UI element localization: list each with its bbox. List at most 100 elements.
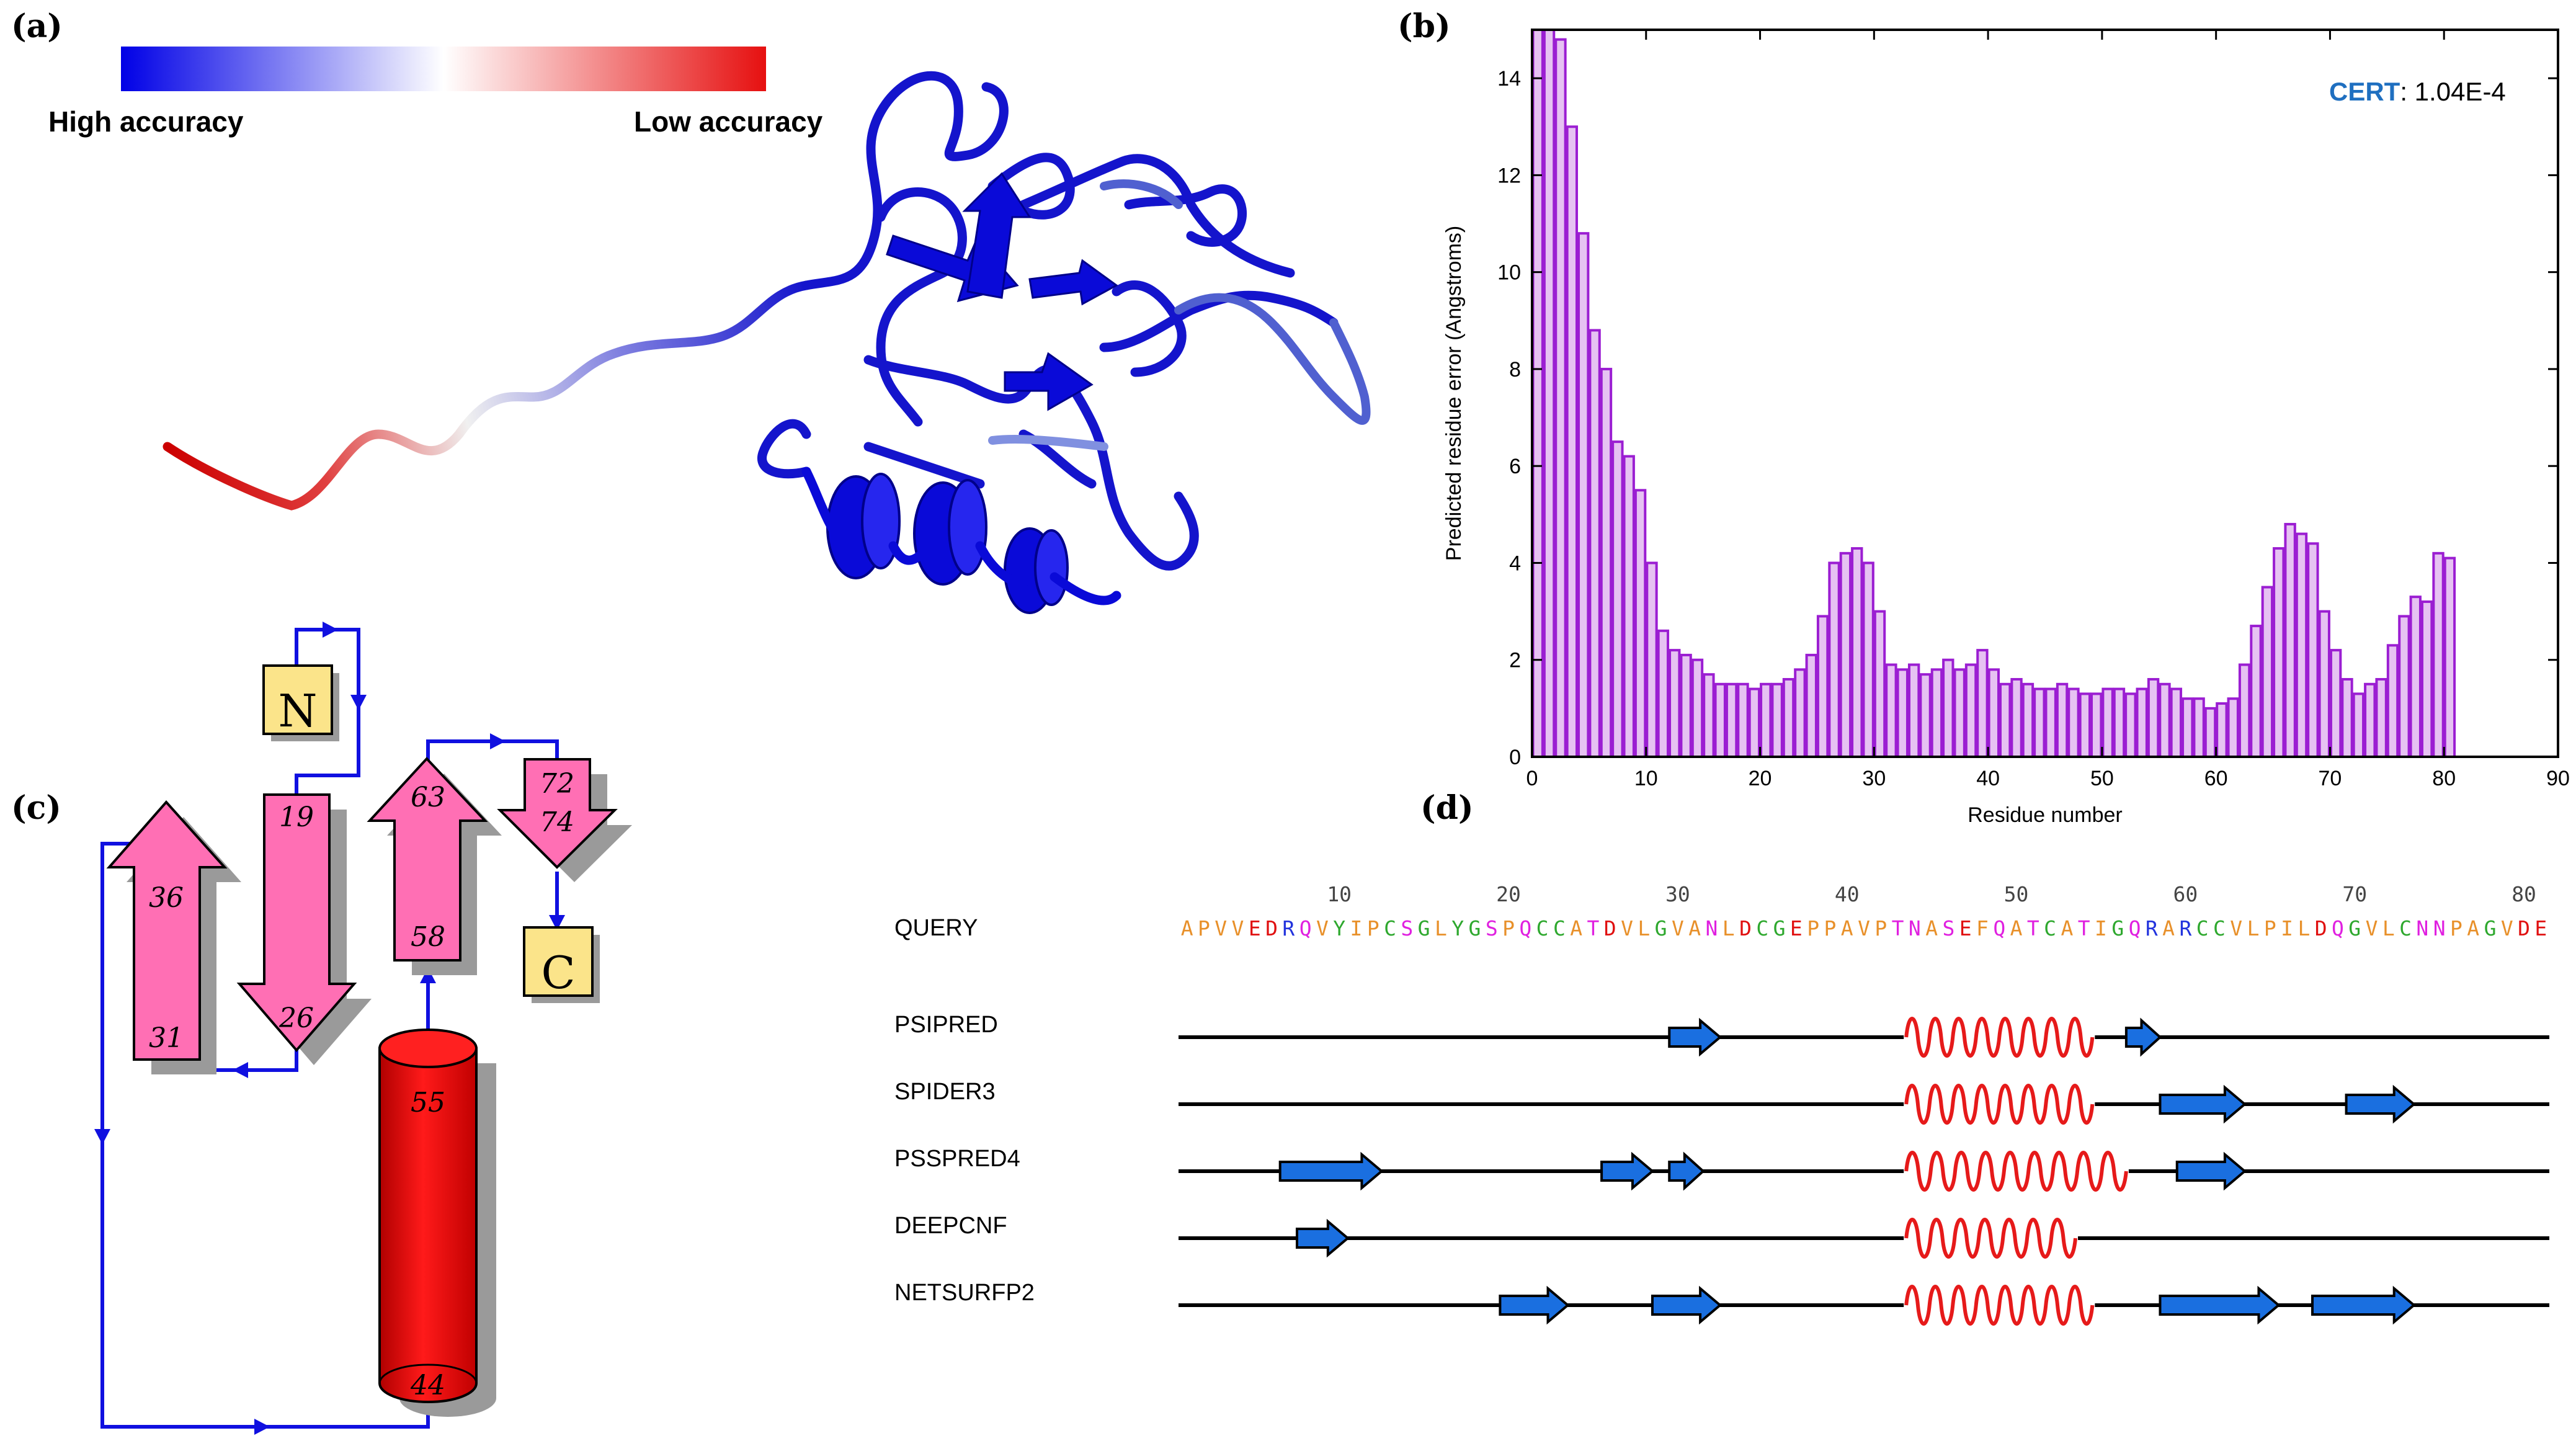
bar-residue-23 xyxy=(1794,668,1806,758)
residue-letter: V xyxy=(1316,916,1329,940)
bar-residue-48 xyxy=(2079,692,2092,758)
bar-residue-67 xyxy=(2295,532,2308,758)
residue-letter: V xyxy=(1858,916,1870,940)
bar-residue-62 xyxy=(2238,663,2251,758)
bar-residue-40 xyxy=(1987,668,2000,758)
residue-letter: N xyxy=(1706,916,1718,940)
bar-residue-32 xyxy=(1896,668,1909,758)
helix-44-55: 55 44 xyxy=(378,1029,496,1417)
ruler-label: 70 xyxy=(2342,882,2367,906)
helix-wave xyxy=(1904,1151,2128,1192)
bar-residue-15 xyxy=(1703,673,1715,758)
bar-residue-75 xyxy=(2386,644,2399,758)
residue-letter: Q xyxy=(1299,916,1312,940)
residue-letter: C xyxy=(2196,916,2209,940)
residue-letter: A xyxy=(1181,916,1193,940)
panel-label-a: (a) xyxy=(11,7,63,45)
strand-arrow xyxy=(1499,1285,1570,1325)
residue-letter: P xyxy=(1198,916,1210,940)
residue-letter: G xyxy=(2484,916,2497,940)
strand-label-26: 26 xyxy=(279,1002,314,1034)
x-tick-label: 60 xyxy=(2204,767,2228,790)
x-tick-label: 50 xyxy=(2090,767,2114,790)
bar-residue-73 xyxy=(2364,682,2376,759)
x-tick-label: 70 xyxy=(2319,767,2342,790)
bar-residue-35 xyxy=(1930,668,1943,758)
method-label: DEEPCNF xyxy=(894,1213,1007,1239)
bar-residue-41 xyxy=(1999,682,2012,759)
bar-residue-63 xyxy=(2250,625,2262,758)
residue-letter: C xyxy=(2399,916,2412,940)
residue-letter: A xyxy=(1841,916,1853,940)
topology-diagram: N 36 31 19 26 63 58 72 74 C 55 44 xyxy=(94,622,632,1435)
chart-y-ticks: 0 2 4 6 8 10 12 14 xyxy=(1497,67,2558,769)
residue-letter: N xyxy=(2433,916,2446,940)
x-tick-label: 40 xyxy=(1976,767,2000,790)
bar-residue-16 xyxy=(1714,682,1726,759)
strand-arrow xyxy=(2159,1285,2281,1325)
residue-letter: N xyxy=(1909,916,1921,940)
strand-31-36 xyxy=(106,800,228,1061)
residue-letter: T xyxy=(2027,916,2039,940)
residue-letter: P xyxy=(1502,916,1515,940)
helix-wave xyxy=(1904,1017,2095,1058)
n-terminus-box xyxy=(262,664,333,735)
track-spider3: SPIDER3 xyxy=(894,1079,2549,1125)
residue-letter: V xyxy=(2230,916,2242,940)
bar-residue-33 xyxy=(1907,663,1920,758)
residue-letter: G xyxy=(1773,916,1786,940)
residue-letter: I xyxy=(2095,916,2107,940)
query-label: QUERY xyxy=(894,915,978,941)
bar-residue-38 xyxy=(1964,663,1977,758)
strand-arrow xyxy=(2159,1084,2247,1124)
bar-residue-79 xyxy=(2432,551,2445,759)
residue-letter: A xyxy=(2010,916,2023,940)
residue-letter: G xyxy=(1469,916,1481,940)
bar-residue-47 xyxy=(2067,687,2080,758)
residue-letter: R xyxy=(2179,916,2191,940)
residue-letter: P xyxy=(1874,916,1887,940)
bar-residue-25 xyxy=(1816,615,1829,758)
bar-residue-1 xyxy=(1543,29,1556,758)
strand-arrow xyxy=(1668,1151,1705,1191)
method-label: SPIDER3 xyxy=(894,1079,996,1105)
bar-residue-0 xyxy=(1531,29,1544,758)
x-tick-label: 10 xyxy=(1634,767,1658,790)
protein-ribbon-structure xyxy=(163,71,1371,614)
y-tick-label: 12 xyxy=(1497,164,1521,187)
residue-letter: S xyxy=(1942,916,1954,940)
cert-name: CERT xyxy=(2329,77,2400,106)
residue-letter: E xyxy=(1959,916,1972,940)
x-tick-label: 80 xyxy=(2432,767,2456,790)
residue-letter: P xyxy=(2450,916,2462,940)
residue-letter: Y xyxy=(1333,916,1345,940)
bar-residue-18 xyxy=(1737,682,1749,759)
residue-letter: R xyxy=(2146,916,2158,940)
ruler-label: 60 xyxy=(2173,882,2198,906)
residue-letter: T xyxy=(2078,916,2090,940)
residue-letter: G xyxy=(2111,916,2124,940)
residue-letter: D xyxy=(2518,916,2530,940)
residue-letter: T xyxy=(1587,916,1600,940)
residue-letter: D xyxy=(1739,916,1752,940)
bar-residue-45 xyxy=(2044,687,2057,758)
panel-label-c: (c) xyxy=(11,789,61,827)
bar-residue-76 xyxy=(2398,615,2410,758)
bar-residue-30 xyxy=(1873,610,1886,758)
residue-letter: C xyxy=(1536,916,1549,940)
bar-residue-51 xyxy=(2113,687,2126,758)
chart-y-axis-title: Predicted residue error (Angstroms) xyxy=(1442,226,1466,561)
x-tick-label: 20 xyxy=(1749,767,1772,790)
residue-letter: C xyxy=(1384,916,1396,940)
residue-letter: L xyxy=(2382,916,2395,940)
y-tick-label: 4 xyxy=(1509,551,1521,575)
helix-wave xyxy=(1904,1218,2078,1259)
residue-letter: V xyxy=(1232,916,1244,940)
residue-letter: Q xyxy=(2332,916,2344,940)
residue-letter: Q xyxy=(1519,916,1531,940)
bar-residue-14 xyxy=(1691,658,1704,758)
residue-letter: A xyxy=(1925,916,1938,940)
bar-residue-24 xyxy=(1805,653,1817,759)
